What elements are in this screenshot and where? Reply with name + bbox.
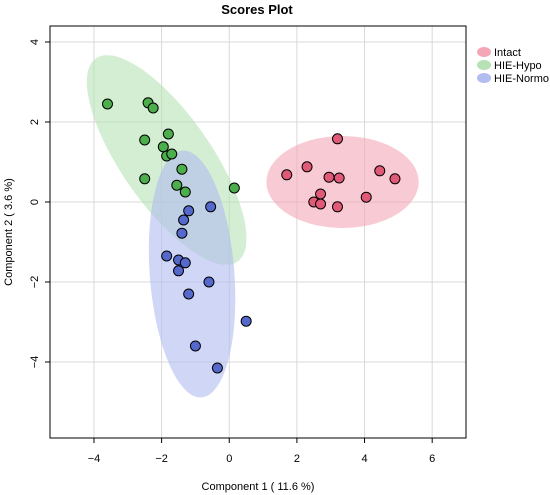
point-hie-hypo-3 (162, 128, 174, 140)
x-tick-label: 4 (361, 453, 367, 465)
legend-swatch-hie-normo (477, 73, 491, 83)
point-intact-11 (360, 191, 372, 203)
point-hie-normo-4 (161, 250, 173, 262)
point-intact-2 (331, 133, 343, 145)
point-hie-hypo-10 (171, 179, 183, 191)
x-axis-label: Component 1 ( 11.6 %) (202, 481, 315, 493)
point-hie-normo-2 (178, 214, 190, 226)
point-hie-hypo-0 (101, 98, 113, 110)
point-hie-hypo-5 (157, 141, 169, 153)
x-tick-label: −2 (155, 453, 168, 465)
y-axis-label: Component 2 ( 3.6 %) (3, 178, 15, 286)
point-hie-hypo-11 (179, 186, 191, 198)
point-hie-normo-3 (176, 227, 188, 239)
point-hie-hypo-9 (139, 173, 151, 185)
point-intact-10 (389, 173, 401, 185)
point-intact-7 (315, 198, 327, 210)
point-hie-normo-7 (173, 265, 185, 277)
axis-ticks: −4 −2 0 2 4 6 4 2 0 −2 −4 (29, 39, 435, 465)
x-tick-label: 0 (226, 453, 232, 465)
point-intact-9 (374, 165, 386, 177)
point-hie-hypo-4 (139, 134, 151, 146)
x-tick-label: 2 (294, 453, 300, 465)
legend-swatch-hie-hypo (477, 60, 491, 70)
point-hie-normo-10 (240, 315, 252, 327)
y-tick-label: −2 (29, 276, 41, 289)
legend-label-hie-normo: HIE-Normo (494, 73, 549, 85)
ellipse-hie-normo (148, 150, 236, 398)
point-hie-normo-9 (183, 288, 195, 300)
y-tick-label: 0 (29, 199, 41, 205)
point-hie-normo-12 (211, 362, 223, 374)
plot-frame (49, 25, 467, 439)
point-intact-4 (333, 172, 345, 184)
point-hie-hypo-2 (147, 102, 159, 114)
point-intact-3 (323, 171, 335, 183)
confidence-ellipses (86, 55, 419, 398)
point-hie-hypo-7 (166, 148, 178, 160)
point-intact-0 (281, 169, 293, 181)
x-tick-label: 6 (429, 453, 435, 465)
point-intact-8 (331, 201, 343, 213)
point-hie-hypo-12 (228, 182, 240, 194)
point-hie-hypo-8 (176, 163, 188, 175)
point-hie-normo-8 (203, 276, 215, 288)
point-hie-normo-1 (183, 205, 195, 217)
data-points (101, 97, 401, 374)
legend-label-hie-hypo: HIE-Hypo (494, 60, 542, 72)
y-tick-label: 2 (29, 119, 41, 125)
point-hie-normo-11 (189, 340, 201, 352)
legend-swatch-intact (477, 47, 491, 57)
point-intact-5 (315, 188, 327, 200)
point-hie-normo-6 (179, 257, 191, 269)
x-tick-label: −4 (88, 453, 101, 465)
chart-title: Scores Plot (221, 2, 293, 17)
y-tick-label: 4 (29, 39, 41, 45)
y-tick-label: −4 (29, 356, 41, 369)
point-intact-1 (301, 161, 313, 173)
legend-label-intact: Intact (494, 47, 521, 59)
point-hie-normo-0 (205, 201, 217, 213)
